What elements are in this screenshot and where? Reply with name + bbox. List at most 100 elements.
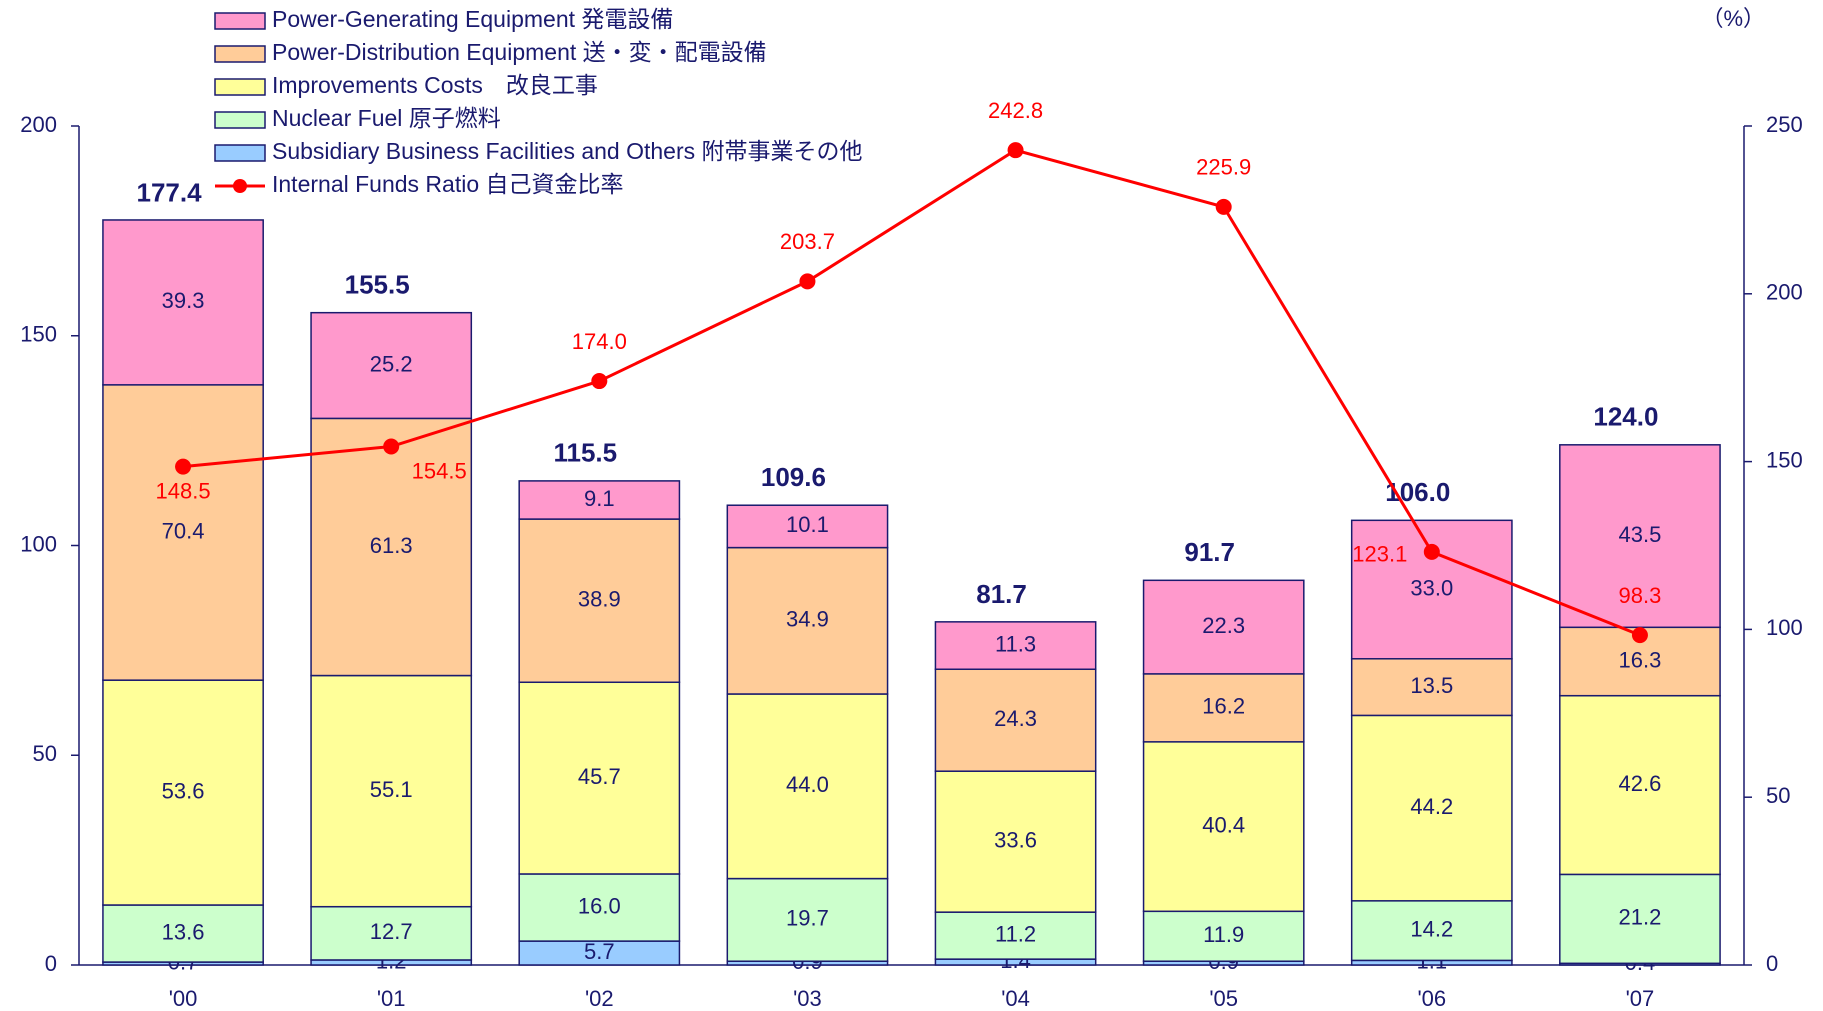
legend-swatch <box>214 144 266 162</box>
x-tick-label: '06 <box>1417 986 1446 1011</box>
bar-value-label: 5.7 <box>584 939 615 964</box>
bar-value-label: 12.7 <box>370 919 413 944</box>
bar-segment <box>310 905 473 961</box>
bar-value-label: 33.6 <box>994 827 1037 852</box>
bar-segment <box>726 546 889 695</box>
bar-segment <box>1350 519 1513 660</box>
legend-swatch <box>214 12 266 30</box>
x-tick-label: '04 <box>1001 986 1030 1011</box>
bar-segment <box>518 681 681 875</box>
x-tick-label: '05 <box>1209 986 1238 1011</box>
legend-label: Power-Distribution Equipment 送・変・配電設備 <box>272 39 767 65</box>
bar-value-label: 11.3 <box>995 631 1036 656</box>
bar-segment <box>1350 714 1513 902</box>
bar-value-label: 44.0 <box>786 772 829 797</box>
bar-segment <box>310 674 473 908</box>
bar-value-label: 10.1 <box>786 512 829 537</box>
line-point <box>383 438 400 455</box>
bar-segment <box>726 504 889 549</box>
bar-segment <box>310 311 473 420</box>
bar-value-label: 22.3 <box>1202 613 1245 638</box>
total-label: 155.5 <box>345 270 410 300</box>
y2-tick-label: 200 <box>1766 280 1803 305</box>
line-value-label: 154.5 <box>412 458 467 483</box>
bar-segment <box>726 877 889 962</box>
x-tick-label: '01 <box>377 986 406 1011</box>
x-tick-label: '07 <box>1626 986 1655 1011</box>
y2-axis-unit: （%） <box>1701 6 1765 31</box>
bar-segment <box>1142 741 1305 913</box>
bar-segment <box>102 384 264 681</box>
y-tick-label: 0 <box>45 951 57 976</box>
y2-tick-label: 150 <box>1766 447 1803 472</box>
bar-segment <box>934 770 1097 913</box>
bar-value-label: 11.2 <box>995 921 1036 946</box>
line-value-label: 203.7 <box>780 229 835 254</box>
total-label: 124.0 <box>1593 402 1658 432</box>
bar-segment <box>310 417 473 677</box>
line-value-label: 123.1 <box>1352 542 1407 567</box>
bar-segment <box>1350 900 1513 962</box>
line-point <box>799 273 816 290</box>
bar-segment <box>102 679 264 906</box>
bar-value-label: 21.2 <box>1619 905 1662 930</box>
bar-value-label: 44.2 <box>1410 794 1453 819</box>
legend-marker <box>233 179 247 193</box>
bar-value-label: 25.2 <box>370 351 413 376</box>
bar-value-label: 39.3 <box>162 288 205 313</box>
bar-value-label: 43.5 <box>1619 522 1662 547</box>
legend-swatch <box>214 45 266 63</box>
y-tick-label: 200 <box>20 112 57 137</box>
bar-segment <box>1559 444 1721 629</box>
line-value-label: 148.5 <box>156 478 211 503</box>
bar-value-label: 19.7 <box>786 906 829 931</box>
bar-segment <box>518 518 681 684</box>
line-value-label: 242.8 <box>988 98 1043 123</box>
y2-tick-label: 250 <box>1766 112 1803 137</box>
bar-value-label: 53.6 <box>162 778 205 803</box>
x-tick-label: '03 <box>793 986 822 1011</box>
line-point <box>1423 543 1440 560</box>
line-point <box>591 373 608 390</box>
total-label: 177.4 <box>137 178 203 208</box>
bar-segment <box>726 693 889 880</box>
line-point <box>1631 627 1648 644</box>
bar-value-label: 16.0 <box>578 893 621 918</box>
y-tick-label: 100 <box>20 531 57 556</box>
y2-tick-label: 0 <box>1766 951 1778 976</box>
bar-value-label: 16.3 <box>1619 647 1662 672</box>
total-label: 115.5 <box>553 437 617 467</box>
y-tick-label: 150 <box>20 322 57 347</box>
bar-value-label: 14.2 <box>1410 916 1453 941</box>
line-series <box>182 148 1641 637</box>
bar-value-label: 13.6 <box>162 919 205 944</box>
total-label: 81.7 <box>976 579 1027 609</box>
y-tick-label: 50 <box>33 741 57 766</box>
bar-segment <box>102 904 264 963</box>
bar-segment <box>1142 673 1305 743</box>
legend-swatch <box>214 78 266 96</box>
bar-value-label: 70.4 <box>162 518 205 543</box>
bar-value-label: 11.9 <box>1203 922 1244 947</box>
line-value-label: 225.9 <box>1196 155 1251 180</box>
bar-value-label: 61.3 <box>370 533 413 558</box>
bar-value-label: 45.7 <box>578 764 621 789</box>
bar-segment <box>102 219 264 386</box>
total-label: 109.6 <box>761 462 826 492</box>
x-tick-label: '00 <box>169 986 198 1011</box>
bar-value-label: 40.4 <box>1202 812 1245 837</box>
bar-value-label: 34.9 <box>786 607 829 632</box>
bar-value-label: 55.1 <box>370 777 413 802</box>
bar-value-label: 9.1 <box>584 486 615 511</box>
y2-tick-label: 50 <box>1766 783 1790 808</box>
y2-tick-label: 100 <box>1766 615 1803 640</box>
bar-value-label: 33.0 <box>1410 575 1453 600</box>
line-value-label: 98.3 <box>1619 583 1662 608</box>
bar-segment <box>1142 910 1305 962</box>
legend-label: Improvements Costs 改良工事 <box>272 72 598 98</box>
legend-label: Subsidiary Business Facilities and Other… <box>272 138 863 164</box>
total-label: 91.7 <box>1184 537 1235 567</box>
bar-segment <box>934 668 1097 772</box>
bar-segment <box>1142 579 1305 675</box>
